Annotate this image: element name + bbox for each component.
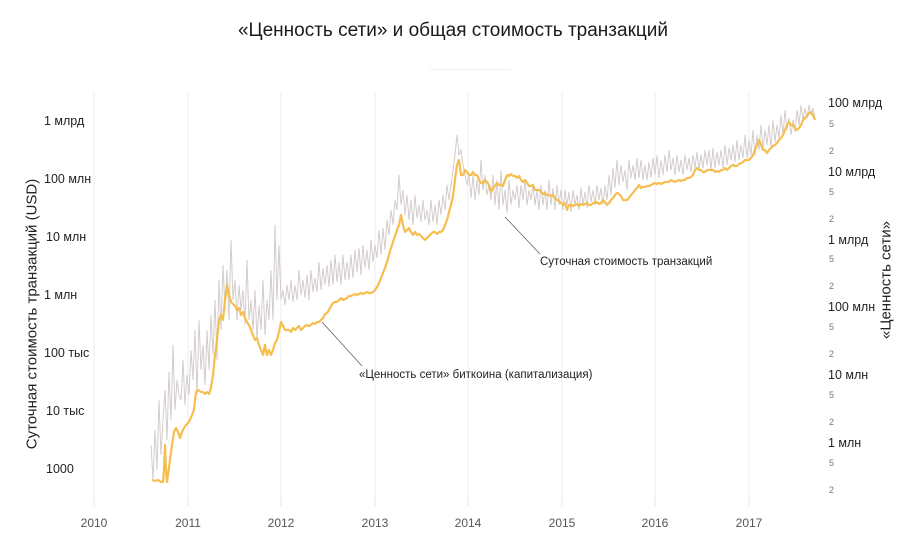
y-tick-left: 1 млрд bbox=[44, 114, 85, 128]
y-tick-left: 100 тыс bbox=[44, 346, 90, 360]
y-minor-tick-right: 5 bbox=[829, 458, 835, 468]
y-minor-tick-right: 5 bbox=[829, 254, 835, 264]
transactions-series-line bbox=[150, 104, 816, 481]
y-minor-tick-right: 2 bbox=[829, 281, 835, 291]
network-value-annotation: «Ценность сети» биткоина (капитализация) bbox=[359, 369, 593, 381]
y-tick-left: 1 млн bbox=[44, 288, 78, 302]
y-minor-tick-right: 5 bbox=[829, 119, 835, 129]
x-tick: 2012 bbox=[267, 516, 295, 530]
transactions-leader-line bbox=[504, 216, 541, 255]
x-tick: 2011 bbox=[175, 516, 201, 530]
x-tick: 2013 bbox=[361, 516, 389, 530]
y-minor-tick-right: 2 bbox=[829, 146, 835, 156]
y-minor-tick-right: 2 bbox=[829, 214, 835, 224]
year-gridlines bbox=[93, 92, 750, 506]
y-tick-right: 10 млн bbox=[828, 368, 869, 382]
y-tick-left: 10 млн bbox=[46, 230, 87, 244]
y-tick-left: 1000 bbox=[46, 462, 74, 476]
y-tick-left: 10 тыс bbox=[46, 404, 85, 418]
x-tick: 2014 bbox=[454, 516, 482, 530]
y-axis-right-label: «Ценность сети» bbox=[877, 221, 895, 339]
y-tick-right: 10 млрд bbox=[828, 165, 876, 179]
y-minor-tick-right: 5 bbox=[829, 322, 835, 332]
network-value-series-line bbox=[151, 110, 817, 484]
y-tick-right: 1 млн bbox=[828, 436, 862, 450]
transactions-annotation: Суточная стоимость транзакций bbox=[540, 256, 713, 268]
y-minor-tick-right: 5 bbox=[829, 187, 835, 197]
y-minor-tick-right: 5 bbox=[829, 390, 835, 400]
x-axis-ticks bbox=[93, 500, 750, 506]
y-minor-tick-right: 2 bbox=[829, 417, 835, 427]
chart-title: «Ценность сети» и общая стоимость транза… bbox=[237, 20, 669, 41]
x-tick: 2017 bbox=[735, 516, 763, 530]
network-value-leader-line bbox=[321, 321, 363, 367]
y-minor-tick-right: 2 bbox=[829, 485, 835, 495]
x-tick: 2010 bbox=[80, 516, 108, 530]
y-axis-left-label: Суточная стоимость транзакций (USD) bbox=[23, 178, 41, 450]
y-minor-tick-right: 2 bbox=[829, 349, 835, 359]
y-tick-right: 1 млрд bbox=[828, 233, 869, 247]
title-divider bbox=[430, 69, 510, 70]
y-tick-left: 100 млн bbox=[44, 172, 92, 186]
x-tick: 2016 bbox=[641, 516, 669, 530]
y-tick-right: 100 млрд bbox=[828, 96, 883, 110]
y-tick-right: 100 млн bbox=[828, 300, 876, 314]
x-tick: 2015 bbox=[548, 516, 576, 530]
